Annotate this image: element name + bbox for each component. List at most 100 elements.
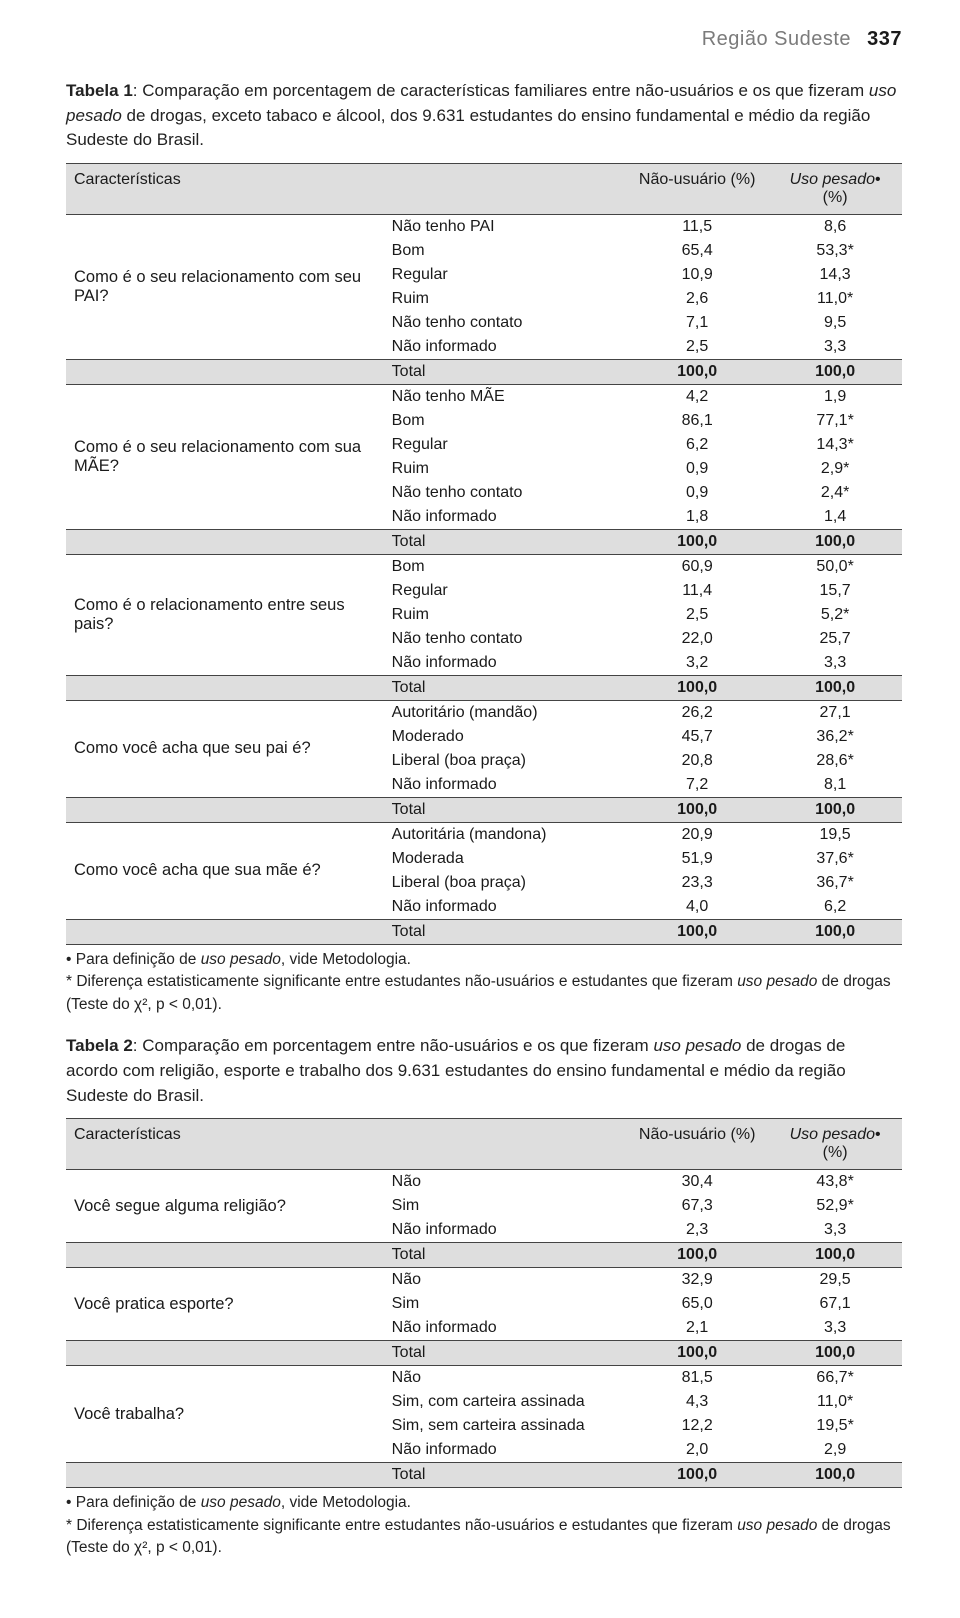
heavyuse-cell: 3,3 — [768, 1316, 902, 1341]
nonuser-cell: 7,1 — [626, 311, 768, 335]
table-row: Como é o relacionamento entre seus pais?… — [66, 554, 902, 579]
question-cell: Como é o seu relacionamento com sua MÃE? — [66, 384, 384, 529]
question-cell: Como é o relacionamento entre seus pais? — [66, 554, 384, 675]
nonuser-cell: 12,2 — [626, 1414, 768, 1438]
nonuser-cell: 4,3 — [626, 1390, 768, 1414]
option-cell: Não tenho contato — [384, 311, 626, 335]
nonuser-cell: 11,4 — [626, 579, 768, 603]
option-cell: Não informado — [384, 505, 626, 530]
total-row: Total100,0100,0 — [66, 919, 902, 944]
table2: CaracterísticasNão-usuário (%)Uso pesado… — [66, 1118, 902, 1488]
option-cell: Não informado — [384, 1316, 626, 1341]
heavyuse-cell: 43,8* — [768, 1170, 902, 1195]
heavyuse-cell: 66,7* — [768, 1366, 902, 1391]
nonuser-cell: 0,9 — [626, 457, 768, 481]
table-row: Você pratica esporte?Não32,929,5 — [66, 1268, 902, 1293]
heavyuse-cell: 2,9 — [768, 1438, 902, 1463]
total-label: Total — [384, 919, 626, 944]
total-nonuser: 100,0 — [626, 675, 768, 700]
heavyuse-cell: 19,5* — [768, 1414, 902, 1438]
total-heavyuse: 100,0 — [768, 675, 902, 700]
question-cell: Você pratica esporte? — [66, 1268, 384, 1341]
option-cell: Ruim — [384, 457, 626, 481]
heavyuse-cell: 29,5 — [768, 1268, 902, 1293]
total-nonuser: 100,0 — [626, 797, 768, 822]
total-row: Total100,0100,0 — [66, 1463, 902, 1488]
option-cell: Ruim — [384, 603, 626, 627]
nonuser-cell: 11,5 — [626, 214, 768, 239]
total-nonuser: 100,0 — [626, 529, 768, 554]
table-row: Como você acha que seu pai é?Autoritário… — [66, 700, 902, 725]
option-cell: Não — [384, 1170, 626, 1195]
total-heavyuse: 100,0 — [768, 919, 902, 944]
question-cell: Como você acha que seu pai é? — [66, 700, 384, 797]
col-heavyuse: Uso pesado• (%) — [768, 1119, 902, 1170]
option-cell: Regular — [384, 433, 626, 457]
heavyuse-cell: 1,9 — [768, 384, 902, 409]
option-cell: Não tenho contato — [384, 627, 626, 651]
table-header-row: CaracterísticasNão-usuário (%)Uso pesado… — [66, 1119, 902, 1170]
heavyuse-cell: 3,3 — [768, 335, 902, 360]
total-row: Total100,0100,0 — [66, 1243, 902, 1268]
question-cell: Você trabalha? — [66, 1366, 384, 1463]
table1-footnotes: • Para definição de uso pesado, vide Met… — [66, 949, 902, 1016]
nonuser-cell: 7,2 — [626, 773, 768, 798]
heavyuse-cell: 67,1 — [768, 1292, 902, 1316]
total-heavyuse: 100,0 — [768, 1341, 902, 1366]
nonuser-cell: 26,2 — [626, 700, 768, 725]
option-cell: Moderada — [384, 847, 626, 871]
nonuser-cell: 3,2 — [626, 651, 768, 676]
option-cell: Não tenho PAI — [384, 214, 626, 239]
heavyuse-cell: 3,3 — [768, 1218, 902, 1243]
heavyuse-cell: 19,5 — [768, 822, 902, 847]
table-row: Como você acha que sua mãe é?Autoritária… — [66, 822, 902, 847]
option-cell: Não informado — [384, 773, 626, 798]
heavyuse-cell: 28,6* — [768, 749, 902, 773]
table1-caption: Tabela 1: Comparação em porcentagem de c… — [66, 79, 902, 153]
heavyuse-cell: 5,2* — [768, 603, 902, 627]
nonuser-cell: 10,9 — [626, 263, 768, 287]
total-nonuser: 100,0 — [626, 1243, 768, 1268]
heavyuse-cell: 77,1* — [768, 409, 902, 433]
running-head: Região Sudeste 337 — [66, 28, 902, 51]
total-nonuser: 100,0 — [626, 359, 768, 384]
option-cell: Não informado — [384, 895, 626, 920]
option-cell: Moderado — [384, 725, 626, 749]
nonuser-cell: 4,0 — [626, 895, 768, 920]
col-characteristics: Características — [66, 163, 384, 214]
total-row: Total100,0100,0 — [66, 1341, 902, 1366]
table-row: Você trabalha?Não81,566,7* — [66, 1366, 902, 1391]
table1: CaracterísticasNão-usuário (%)Uso pesado… — [66, 163, 902, 945]
question-cell: Como você acha que sua mãe é? — [66, 822, 384, 919]
heavyuse-cell: 8,1 — [768, 773, 902, 798]
nonuser-cell: 65,0 — [626, 1292, 768, 1316]
question-cell: Como é o seu relacionamento com seu PAI? — [66, 214, 384, 359]
option-cell: Não informado — [384, 651, 626, 676]
heavyuse-cell: 11,0* — [768, 1390, 902, 1414]
total-row: Total100,0100,0 — [66, 529, 902, 554]
heavyuse-cell: 53,3* — [768, 239, 902, 263]
total-row: Total100,0100,0 — [66, 675, 902, 700]
total-nonuser: 100,0 — [626, 1463, 768, 1488]
option-cell: Liberal (boa praça) — [384, 749, 626, 773]
option-cell: Bom — [384, 239, 626, 263]
total-label: Total — [384, 675, 626, 700]
question-cell: Você segue alguma religião? — [66, 1170, 384, 1243]
page-number: 337 — [867, 28, 902, 50]
option-cell: Regular — [384, 579, 626, 603]
nonuser-cell: 60,9 — [626, 554, 768, 579]
total-label: Total — [384, 1243, 626, 1268]
section-name: Região Sudeste — [702, 28, 851, 50]
nonuser-cell: 86,1 — [626, 409, 768, 433]
nonuser-cell: 81,5 — [626, 1366, 768, 1391]
heavyuse-cell: 6,2 — [768, 895, 902, 920]
heavyuse-cell: 15,7 — [768, 579, 902, 603]
heavyuse-cell: 52,9* — [768, 1194, 902, 1218]
nonuser-cell: 20,8 — [626, 749, 768, 773]
heavyuse-cell: 2,4* — [768, 481, 902, 505]
total-heavyuse: 100,0 — [768, 1463, 902, 1488]
nonuser-cell: 67,3 — [626, 1194, 768, 1218]
nonuser-cell: 22,0 — [626, 627, 768, 651]
nonuser-cell: 51,9 — [626, 847, 768, 871]
table-header-row: CaracterísticasNão-usuário (%)Uso pesado… — [66, 163, 902, 214]
